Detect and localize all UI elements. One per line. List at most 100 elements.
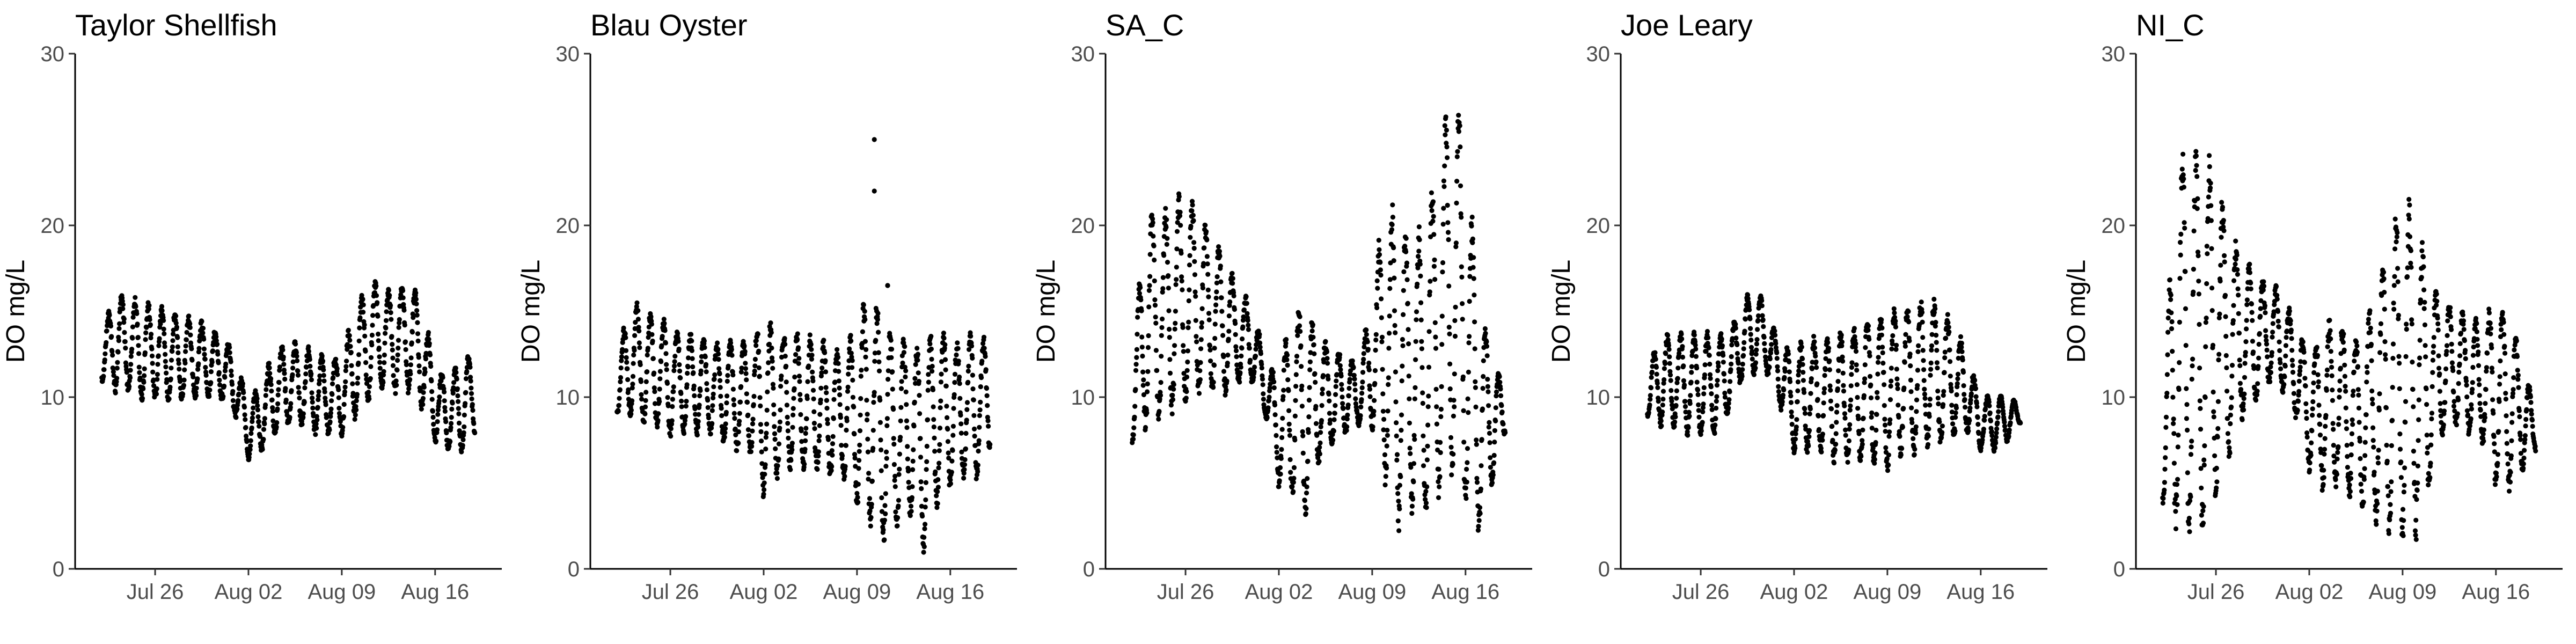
data-point [1279,435,1285,441]
data-point [349,371,355,377]
data-point [642,411,648,416]
data-point [1151,243,1157,248]
data-point [1995,414,2001,420]
data-point [1416,248,1422,254]
data-point [1423,500,1429,506]
data-point [956,358,961,364]
data-point [751,393,757,399]
data-point [1921,358,1926,363]
data-point [1800,362,1805,367]
data-point [1663,361,1668,367]
data-point [802,462,807,467]
data-point [1406,327,1411,332]
data-point [1473,404,1479,410]
data-point [936,448,942,453]
data-point [671,363,677,369]
data-point [876,359,882,364]
data-point [655,418,661,423]
data-point [1307,385,1312,390]
data-point [782,336,787,341]
data-point [1915,383,1920,388]
data-point [1842,403,1847,408]
data-point [872,350,877,356]
data-point [762,480,767,486]
data-point [1197,377,1203,382]
data-point [321,367,326,372]
data-point [2231,278,2237,283]
data-point [1775,368,1781,374]
data-point [217,382,223,387]
data-point [1715,368,1721,374]
data-point [1351,364,1356,370]
data-point [1184,389,1189,394]
data-point [1748,326,1753,331]
data-point [1194,339,1199,345]
data-point [699,359,704,364]
x-tick-label: Aug 02 [1245,580,1313,604]
data-point [2179,166,2185,172]
data-point [859,368,864,373]
data-point [1330,437,1336,443]
data-point [1892,310,1897,316]
data-point [1672,424,1677,429]
data-point [1963,405,1968,410]
data-point [1860,442,1865,447]
data-point [1248,357,1253,363]
data-point [759,438,764,444]
data-point [809,356,814,362]
data-point [1377,252,1382,257]
data-point [356,360,361,366]
data-point [437,394,442,400]
data-point [1131,432,1136,437]
data-point [738,384,744,390]
data-point [1306,414,1312,420]
data-point [1933,320,1938,325]
data-point [1433,386,1439,392]
data-point [262,421,267,427]
data-point [413,290,419,296]
data-point [911,447,916,452]
data-point [1867,353,1872,358]
data-point [166,396,172,401]
x-tick-label: Aug 09 [1853,580,1921,604]
data-point [1287,433,1293,438]
data-point [1497,379,1503,385]
data-point [2188,494,2193,500]
data-point [1352,387,1358,393]
data-point [377,365,383,371]
data-point [1140,353,1145,359]
data-point [1946,325,1951,330]
data-point [1674,380,1680,385]
data-point [449,415,454,420]
data-point [456,411,462,416]
data-point [1931,310,1937,315]
data-point [1198,360,1203,365]
data-point [923,497,928,503]
data-point [1408,451,1413,456]
data-point [636,340,642,346]
data-point [1407,420,1412,426]
data-point [1324,356,1330,361]
data-point [2165,352,2170,357]
data-point [1191,240,1197,245]
data-point [321,372,326,378]
data-point [2250,318,2255,323]
data-point [1160,275,1166,280]
data-point [313,432,318,437]
data-point [817,423,822,428]
data-point [137,375,143,380]
data-point [1899,446,1905,451]
data-point [1457,123,1462,128]
data-point [1402,244,1408,249]
data-point [1158,380,1163,385]
data-point [662,328,668,333]
data-point [655,425,660,430]
data-point [1753,360,1759,365]
data-point [882,503,888,508]
data-point [2177,319,2182,325]
data-point [1216,244,1221,250]
data-point [882,537,887,543]
data-point [1674,388,1679,393]
x-tick-label: Aug 16 [2462,580,2530,604]
